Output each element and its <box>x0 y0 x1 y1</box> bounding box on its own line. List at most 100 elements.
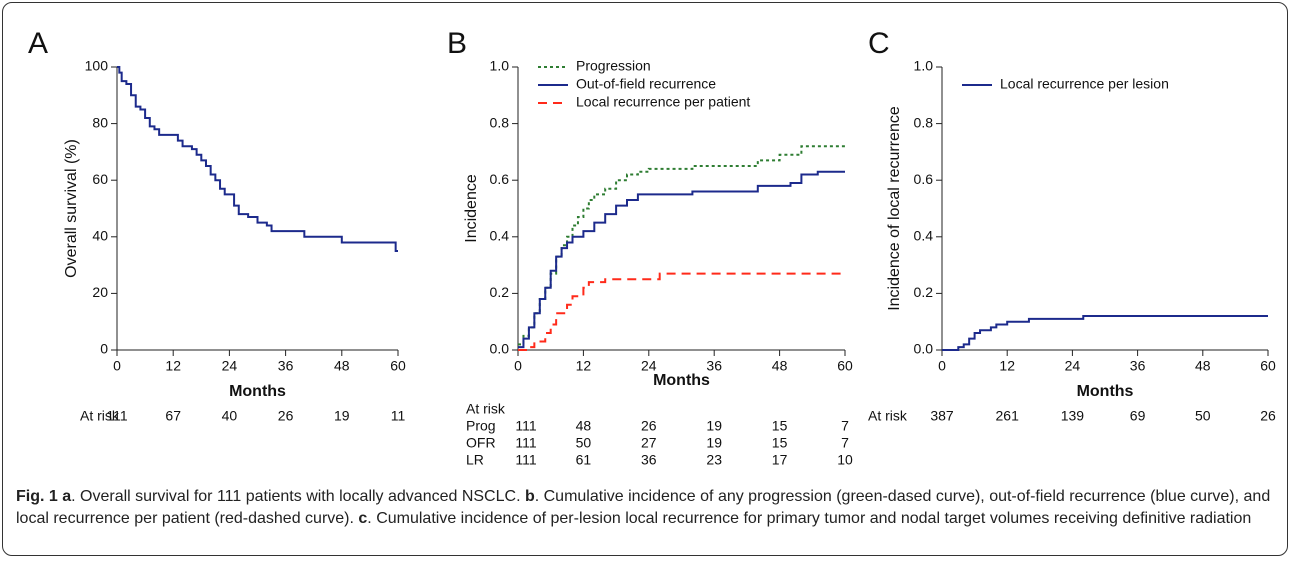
caption-label: c <box>358 510 368 527</box>
y-tick-label: 0.8 <box>914 114 934 130</box>
caption-label: b <box>524 488 535 505</box>
at-risk-value: 27 <box>641 435 657 451</box>
y-tick-label: 0.8 <box>490 114 510 130</box>
at-risk-value: 139 <box>1061 408 1085 424</box>
y-tick-label: 0.0 <box>914 341 934 357</box>
y-tick-label: 0.4 <box>914 228 934 244</box>
x-tick-label: 24 <box>222 358 238 374</box>
x-tick-label: 12 <box>576 358 592 374</box>
y-tick-label: 40 <box>92 228 108 244</box>
panel-label: B <box>447 27 467 60</box>
x-tick-label: 24 <box>641 358 657 374</box>
at-risk-value: 111 <box>515 418 536 434</box>
legend-label: Local recurrence per lesion <box>1000 76 1169 92</box>
at-risk-value: 111 <box>106 408 127 424</box>
at-risk-value: 10 <box>837 452 853 468</box>
y-tick-label: 0.2 <box>490 284 510 300</box>
x-tick-label: 60 <box>1260 358 1276 374</box>
at-risk-value: 387 <box>930 408 954 424</box>
curve <box>518 272 845 351</box>
legend-label: Out-of-field recurrence <box>576 76 716 92</box>
y-tick-label: 1.0 <box>914 58 934 74</box>
x-tick-label: 48 <box>1195 358 1211 374</box>
figure-frame <box>2 2 1288 556</box>
at-risk-label: At risk <box>868 408 908 424</box>
at-risk-value: 15 <box>772 418 788 434</box>
at-risk-value: 261 <box>996 408 1020 424</box>
y-tick-label: 80 <box>92 114 108 130</box>
at-risk-value: 17 <box>772 452 788 468</box>
at-risk-value: 23 <box>706 452 722 468</box>
at-risk-value: 36 <box>641 452 657 468</box>
at-risk-value: 7 <box>841 418 849 434</box>
at-risk-value: 19 <box>706 418 722 434</box>
caption-label: Fig. 1 a <box>16 488 72 505</box>
x-tick-label: 60 <box>837 358 853 374</box>
at-risk-value: 69 <box>1130 408 1146 424</box>
curve <box>518 145 845 346</box>
x-tick-label: 36 <box>706 358 722 374</box>
at-risk-value: 26 <box>1260 408 1276 424</box>
at-risk-value: 11 <box>391 408 406 424</box>
x-axis-label: Months <box>1077 383 1134 400</box>
at-risk-value: 19 <box>706 435 722 451</box>
at-risk-value: 48 <box>576 418 592 434</box>
at-risk-label: At risk <box>80 408 120 424</box>
y-axis-label: Overall survival (%) <box>63 139 80 278</box>
caption: Fig. 1 a. Overall survival for 111 patie… <box>16 486 1278 530</box>
at-risk-value: 111 <box>515 435 536 451</box>
at-risk-value: 26 <box>278 408 294 424</box>
at-risk-value: 50 <box>576 435 592 451</box>
at-risk-value: 67 <box>165 408 181 424</box>
x-tick-label: 24 <box>1065 358 1081 374</box>
at-risk-row-label: Prog <box>466 418 496 434</box>
x-axis-label: Months <box>653 372 710 389</box>
at-risk-row-label: LR <box>466 452 484 468</box>
legend-label: Local recurrence per patient <box>576 94 750 110</box>
x-tick-label: 12 <box>999 358 1015 374</box>
curve <box>518 170 845 349</box>
y-tick-label: 20 <box>92 284 108 300</box>
at-risk-value: 15 <box>772 435 788 451</box>
x-tick-label: 48 <box>772 358 788 374</box>
at-risk-label: At risk <box>466 401 506 417</box>
x-tick-label: 36 <box>1130 358 1146 374</box>
y-tick-label: 0 <box>100 341 108 357</box>
at-risk-value: 19 <box>334 408 350 424</box>
curve <box>117 66 398 252</box>
legend-label: Progression <box>576 58 651 74</box>
x-tick-label: 0 <box>938 358 946 374</box>
x-tick-label: 12 <box>165 358 181 374</box>
caption-text: . Cumulative incidence of per-lesion loc… <box>367 510 1252 527</box>
panel-label: C <box>868 27 890 60</box>
y-tick-label: 0.0 <box>490 341 510 357</box>
y-tick-label: 0.6 <box>490 171 510 187</box>
x-axis-label: Months <box>229 383 286 400</box>
y-axis-label: Incidence of local recurrence <box>886 106 903 311</box>
at-risk-value: 26 <box>641 418 657 434</box>
y-tick-label: 100 <box>85 58 109 74</box>
at-risk-row-label: OFR <box>466 435 496 451</box>
at-risk-value: 7 <box>841 435 849 451</box>
at-risk-value: 40 <box>222 408 238 424</box>
x-tick-label: 0 <box>514 358 522 374</box>
x-tick-label: 36 <box>278 358 294 374</box>
y-tick-label: 0.6 <box>914 171 934 187</box>
caption-text: . Overall survival for 111 patients with… <box>71 488 525 505</box>
y-tick-label: 1.0 <box>490 58 510 74</box>
curve <box>942 315 1268 351</box>
y-tick-label: 60 <box>92 171 108 187</box>
x-tick-label: 0 <box>113 358 121 374</box>
at-risk-value: 61 <box>576 452 592 468</box>
panel-label: A <box>28 27 48 60</box>
at-risk-value: 50 <box>1195 408 1211 424</box>
at-risk-value: 111 <box>515 452 536 468</box>
x-tick-label: 48 <box>334 358 350 374</box>
y-tick-label: 0.4 <box>490 228 510 244</box>
caption-text: . Cumulative incidence of any progressio… <box>16 488 1271 527</box>
y-tick-label: 0.2 <box>914 284 934 300</box>
x-tick-label: 60 <box>390 358 406 374</box>
y-axis-label: Incidence <box>463 174 480 243</box>
